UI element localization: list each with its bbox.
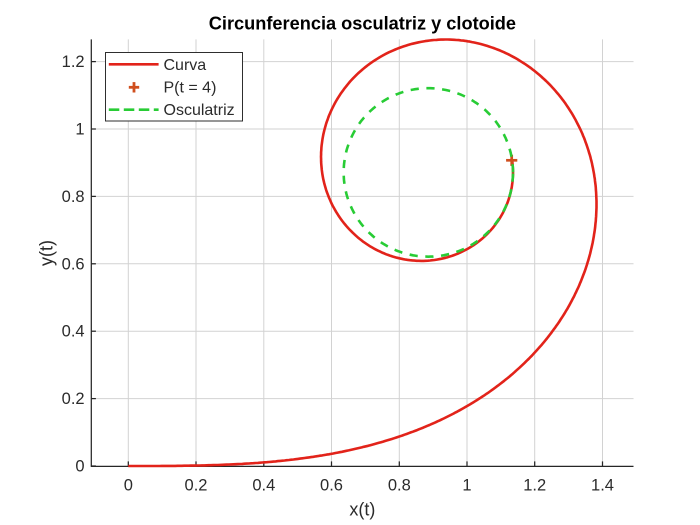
svg-text:1.2: 1.2 bbox=[62, 53, 85, 71]
svg-text:Circunferencia osculatriz y cl: Circunferencia osculatriz y clotoide bbox=[209, 14, 516, 34]
svg-text:0.4: 0.4 bbox=[252, 477, 275, 495]
svg-text:1.4: 1.4 bbox=[591, 477, 614, 495]
svg-text:0.8: 0.8 bbox=[388, 477, 411, 495]
svg-text:0.6: 0.6 bbox=[62, 255, 85, 273]
svg-text:1.2: 1.2 bbox=[523, 477, 546, 495]
svg-text:x(t): x(t) bbox=[349, 500, 375, 520]
svg-text:Osculatriz: Osculatriz bbox=[164, 102, 235, 119]
svg-text:0: 0 bbox=[124, 477, 133, 495]
svg-text:0.6: 0.6 bbox=[320, 477, 343, 495]
svg-text:P(t = 4): P(t = 4) bbox=[164, 80, 217, 97]
svg-text:0: 0 bbox=[75, 458, 84, 476]
svg-text:0.4: 0.4 bbox=[62, 323, 85, 341]
svg-text:0.2: 0.2 bbox=[62, 390, 85, 408]
svg-text:0.2: 0.2 bbox=[185, 477, 208, 495]
svg-text:1: 1 bbox=[75, 121, 84, 139]
svg-text:y(t): y(t) bbox=[37, 240, 57, 266]
svg-text:1: 1 bbox=[462, 477, 471, 495]
svg-text:Curva: Curva bbox=[164, 57, 207, 74]
svg-text:0.8: 0.8 bbox=[62, 188, 85, 206]
